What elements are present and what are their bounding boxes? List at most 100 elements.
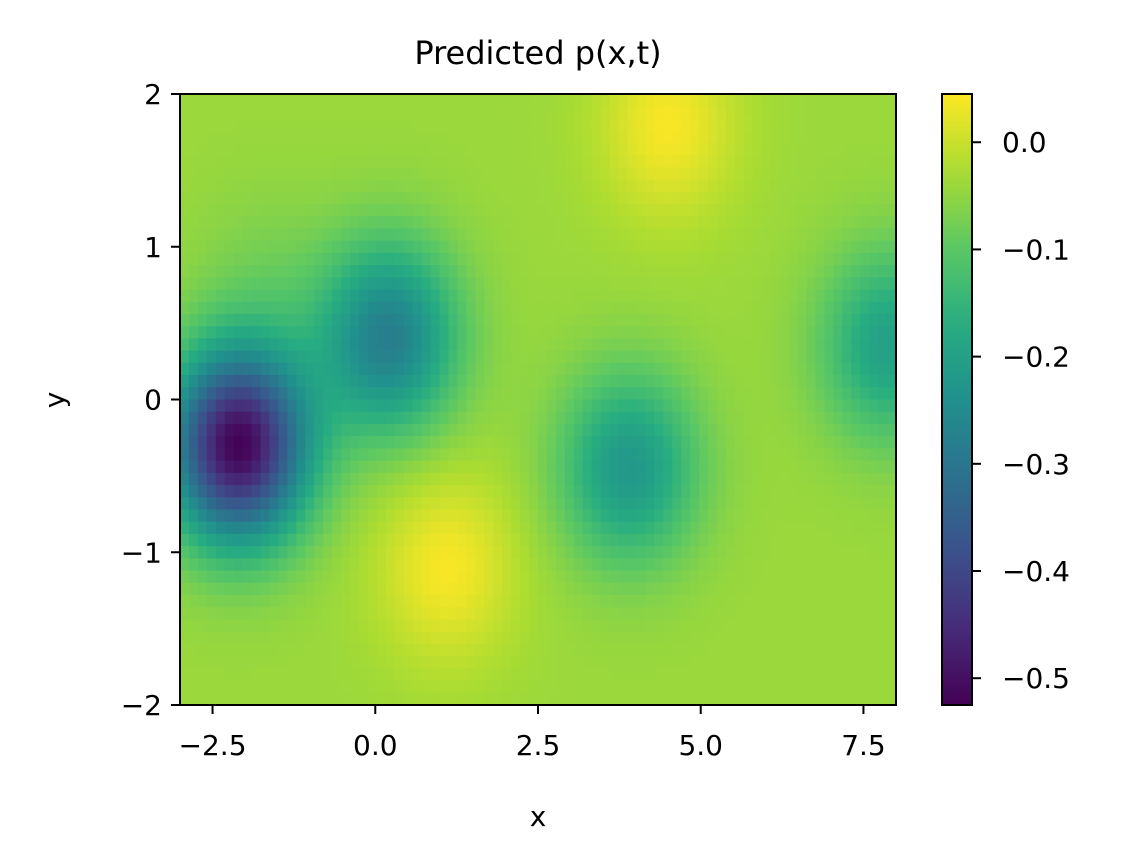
heatmap-cell xyxy=(493,485,503,498)
heatmap-cell xyxy=(332,94,342,107)
heatmap-cell xyxy=(350,155,360,168)
heatmap-cell xyxy=(797,252,808,266)
heatmap-cell xyxy=(412,472,423,486)
heatmap-cell xyxy=(609,387,620,401)
heatmap-cell xyxy=(699,692,709,706)
heatmap-cell xyxy=(278,118,288,132)
heatmap-cell xyxy=(734,521,745,535)
heatmap-cell xyxy=(367,106,378,120)
heatmap-cell xyxy=(806,240,817,254)
heatmap-cell xyxy=(520,130,530,144)
heatmap-cell xyxy=(815,203,825,217)
heatmap-cell xyxy=(788,485,799,498)
heatmap-cell xyxy=(251,399,262,413)
heatmap-cell xyxy=(314,191,324,205)
heatmap-cell xyxy=(627,130,638,144)
heatmap-cell xyxy=(403,191,414,205)
heatmap-cell xyxy=(457,423,467,437)
heatmap-cell xyxy=(672,155,682,168)
heatmap-cell xyxy=(367,265,378,278)
heatmap-cell xyxy=(224,411,235,425)
heatmap-cell xyxy=(269,680,280,694)
heatmap-cell xyxy=(770,485,781,498)
heatmap-cell xyxy=(493,277,503,291)
heatmap-cell xyxy=(672,252,682,266)
heatmap-cell xyxy=(520,680,530,694)
heatmap-cell xyxy=(815,191,825,205)
heatmap-cell xyxy=(770,362,781,376)
heatmap-cell xyxy=(394,485,405,498)
heatmap-cell xyxy=(197,155,208,168)
heatmap-cell xyxy=(860,326,870,339)
heatmap-cell xyxy=(287,656,297,669)
heatmap-cell xyxy=(833,313,843,327)
heatmap-cell xyxy=(636,203,646,217)
heatmap-cell xyxy=(233,301,244,315)
heatmap-cell xyxy=(350,240,360,254)
heatmap-cell xyxy=(296,240,306,254)
heatmap-cell xyxy=(788,375,799,388)
heatmap-cell xyxy=(251,191,262,205)
heatmap-cell xyxy=(484,326,494,339)
heatmap-cell xyxy=(555,546,566,559)
heatmap-cell xyxy=(296,118,306,132)
heatmap-cell xyxy=(582,692,593,706)
heatmap-cell xyxy=(215,570,226,584)
heatmap-cell xyxy=(538,228,548,242)
heatmap-cell xyxy=(332,277,342,291)
heatmap-cell xyxy=(591,497,602,511)
heatmap-cell xyxy=(412,142,423,156)
heatmap-cell xyxy=(233,436,244,449)
heatmap-cell xyxy=(788,436,799,449)
heatmap-cell xyxy=(645,692,655,706)
heatmap-cell xyxy=(842,265,852,278)
heatmap-cell xyxy=(806,130,817,144)
heatmap-cell xyxy=(663,643,673,657)
heatmap-cell xyxy=(788,643,799,657)
heatmap-cell xyxy=(278,289,288,303)
heatmap-cell xyxy=(197,350,208,364)
heatmap-cell xyxy=(367,277,378,291)
heatmap-cell xyxy=(878,362,888,376)
heatmap-cell xyxy=(296,485,306,498)
heatmap-cell xyxy=(385,643,396,657)
heatmap-cell xyxy=(403,289,414,303)
heatmap-cell xyxy=(681,289,691,303)
heatmap-cell xyxy=(206,533,217,547)
heatmap-cell xyxy=(600,509,611,523)
heatmap-cell xyxy=(278,191,288,205)
heatmap-cell xyxy=(779,643,790,657)
heatmap-cell xyxy=(708,448,718,462)
heatmap-cell xyxy=(743,472,754,486)
heatmap-cell xyxy=(314,277,324,291)
heatmap-cell xyxy=(332,680,342,694)
heatmap-cell xyxy=(779,155,790,168)
heatmap-cell xyxy=(305,619,315,633)
heatmap-cell xyxy=(752,521,763,535)
heatmap-cell xyxy=(600,472,611,486)
heatmap-cell xyxy=(180,423,190,437)
heatmap-cell xyxy=(224,607,235,621)
heatmap-cell xyxy=(305,252,315,266)
heatmap-cell xyxy=(367,142,378,156)
heatmap-cell xyxy=(520,228,530,242)
heatmap-cell xyxy=(815,668,825,682)
heatmap-cell xyxy=(663,423,673,437)
heatmap-cell xyxy=(359,656,369,669)
heatmap-cell xyxy=(860,595,870,608)
x-tick-label: 0.0 xyxy=(353,729,398,762)
heatmap-cell xyxy=(493,656,503,669)
heatmap-cell xyxy=(725,228,736,242)
heatmap-cell xyxy=(484,399,494,413)
heatmap-cell xyxy=(645,179,655,193)
heatmap-cell xyxy=(752,497,763,511)
heatmap-cell xyxy=(555,460,566,474)
heatmap-cell xyxy=(457,301,467,315)
heatmap-cell xyxy=(484,155,494,168)
heatmap-cell xyxy=(224,558,235,572)
heatmap-cell xyxy=(224,668,235,682)
heatmap-cell xyxy=(305,643,315,657)
heatmap-cell xyxy=(627,497,638,511)
heatmap-cell xyxy=(296,142,306,156)
heatmap-cell xyxy=(725,692,736,706)
